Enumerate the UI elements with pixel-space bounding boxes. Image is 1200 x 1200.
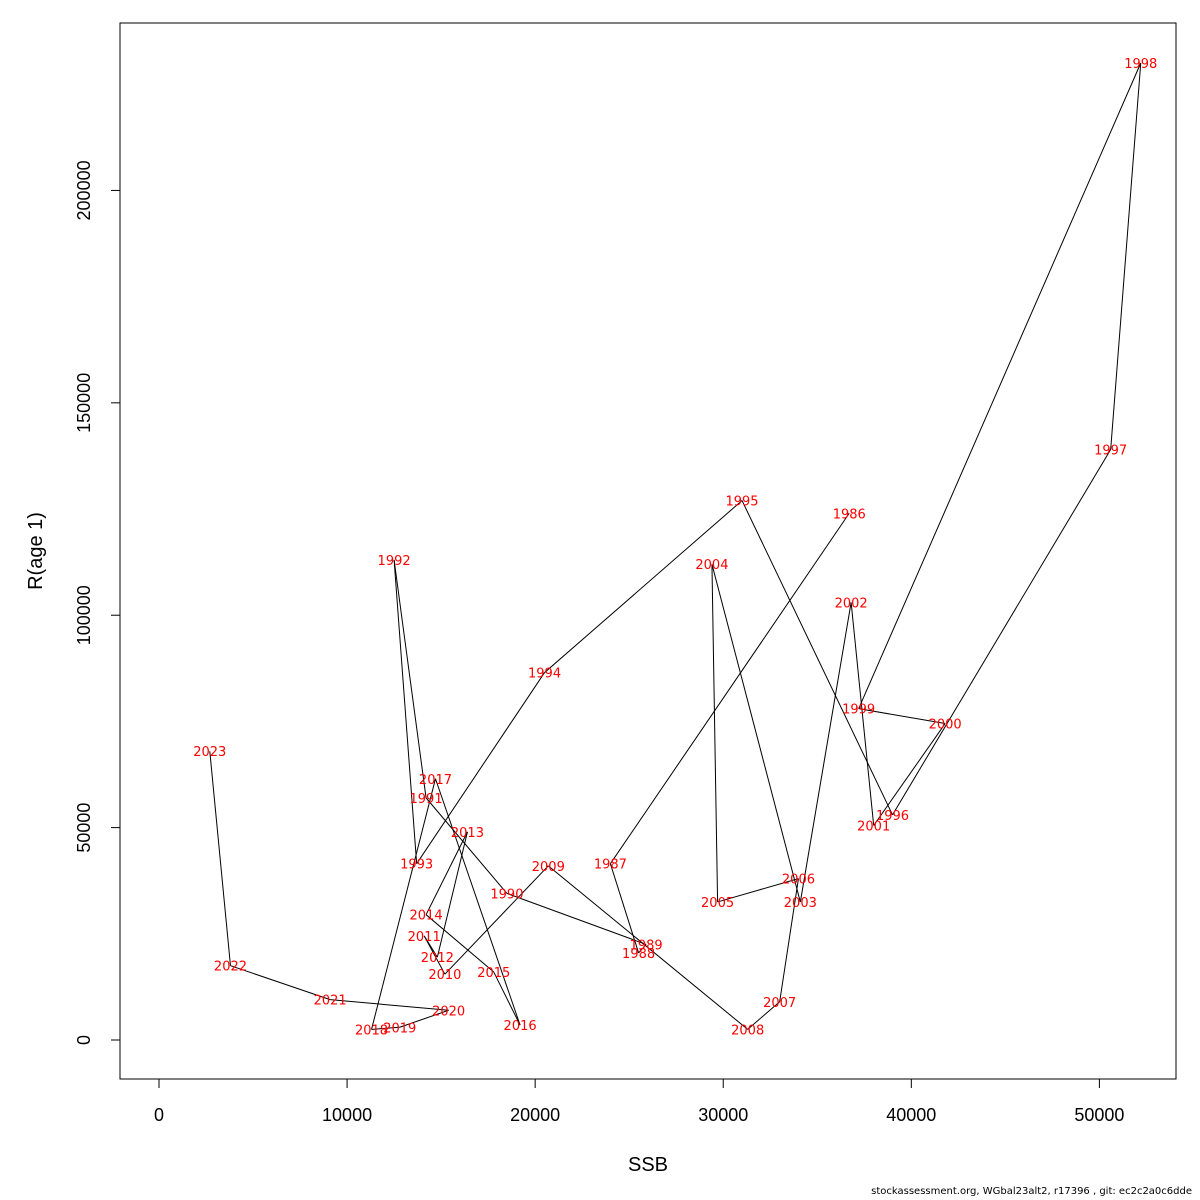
series-segment <box>779 878 799 1002</box>
point-label-2012: 2012 <box>421 951 454 966</box>
point-label-2007: 2007 <box>763 996 796 1011</box>
y-tick-label: 0 <box>74 1035 94 1045</box>
x-tick-label: 20000 <box>510 1105 560 1125</box>
series-segment <box>858 708 946 725</box>
point-label-2000: 2000 <box>929 718 962 733</box>
series-segment <box>425 797 508 894</box>
series-segment <box>747 1001 780 1030</box>
point-label-1998: 1998 <box>1124 57 1157 72</box>
series-segment <box>544 500 743 673</box>
series-line <box>209 62 1142 1030</box>
point-label-2017: 2017 <box>419 773 452 788</box>
series-segment <box>717 878 799 903</box>
y-tick-label: 150000 <box>74 373 94 433</box>
point-label-1989: 1989 <box>630 938 663 953</box>
point-label-2011: 2011 <box>408 930 441 945</box>
point-label-2023: 2023 <box>193 745 226 760</box>
point-label-2006: 2006 <box>782 873 815 888</box>
point-label-1995: 1995 <box>725 495 758 510</box>
series-segment <box>850 602 875 826</box>
point-label-1988: 1988 <box>622 947 655 962</box>
x-axis-title: SSB <box>628 1154 668 1176</box>
series-segment <box>399 1009 449 1028</box>
series-segment <box>638 944 647 954</box>
series-segment <box>548 865 748 1030</box>
footer-credit: stockassessment.org, WGbal23alt2, r17396… <box>871 1186 1192 1197</box>
series-segment <box>858 62 1142 709</box>
point-label-1987: 1987 <box>594 858 627 873</box>
y-tick-label: 50000 <box>74 803 94 853</box>
series-segment <box>393 559 418 864</box>
point-label-2005: 2005 <box>701 896 734 911</box>
point-label-2014: 2014 <box>410 909 443 924</box>
series-segment <box>425 914 495 973</box>
point-label-2003: 2003 <box>784 896 817 911</box>
point-label-2004: 2004 <box>695 558 728 573</box>
point-label-1996: 1996 <box>876 809 909 824</box>
series-segment <box>741 500 893 816</box>
x-tick-label: 0 <box>154 1105 164 1125</box>
point-label-2002: 2002 <box>835 596 868 611</box>
point-label-2015: 2015 <box>477 966 510 981</box>
point-label-2016: 2016 <box>504 1019 537 1034</box>
y-tick-label: 100000 <box>74 585 94 645</box>
point-label-1999: 1999 <box>842 703 875 718</box>
series-segment <box>506 892 647 945</box>
series-segment <box>435 778 521 1026</box>
series-segment <box>371 1026 400 1030</box>
series-segment <box>493 971 521 1026</box>
series-segment <box>425 831 468 915</box>
point-label-2022: 2022 <box>214 960 247 975</box>
x-axis: 0 10000 20000 30000 40000 50000 <box>154 1078 1124 1125</box>
x-tick-label: 10000 <box>322 1105 372 1125</box>
series-segment <box>423 935 438 958</box>
series-segment <box>330 999 449 1011</box>
series-segment <box>892 449 1112 816</box>
series-segment <box>1110 62 1142 450</box>
point-label-1994: 1994 <box>528 667 561 682</box>
series-segment <box>436 831 468 958</box>
point-label-2018: 2018 <box>355 1023 388 1038</box>
point-label-2001: 2001 <box>857 819 890 834</box>
series-segment <box>609 512 850 864</box>
point-label-1992: 1992 <box>378 554 411 569</box>
y-axis-title: R(age 1) <box>25 512 47 590</box>
series-segment <box>209 751 231 966</box>
x-tick-label: 40000 <box>886 1105 936 1125</box>
x-tick-label: 30000 <box>698 1105 748 1125</box>
point-label-1986: 1986 <box>833 507 866 522</box>
x-tick-label: 50000 <box>1074 1105 1124 1125</box>
series-segment <box>609 863 640 954</box>
series-segment <box>711 564 801 903</box>
series-segment <box>711 564 719 902</box>
point-label-1991: 1991 <box>410 792 443 807</box>
point-label-2021: 2021 <box>314 994 347 1009</box>
y-axis: 0 50000 100000 150000 200000 <box>74 160 121 1045</box>
series-segment <box>371 778 436 1030</box>
point-label-1997: 1997 <box>1094 444 1127 459</box>
series-segment <box>873 723 946 826</box>
y-tick-label: 200000 <box>74 160 94 220</box>
point-label-2008: 2008 <box>731 1023 764 1038</box>
point-label-2019: 2019 <box>383 1021 416 1036</box>
point-label-2020: 2020 <box>432 1004 465 1019</box>
series-segment <box>799 602 852 903</box>
series-segment <box>230 965 331 1001</box>
series-segment <box>416 672 545 864</box>
point-label-2009: 2009 <box>532 860 565 875</box>
series-segment <box>393 559 427 798</box>
point-label-2013: 2013 <box>451 826 484 841</box>
point-label-1993: 1993 <box>400 858 433 873</box>
point-label-2010: 2010 <box>428 968 461 983</box>
point-label-1990: 1990 <box>490 887 523 902</box>
plot-frame <box>119 22 1177 1080</box>
series-segment <box>444 865 549 975</box>
